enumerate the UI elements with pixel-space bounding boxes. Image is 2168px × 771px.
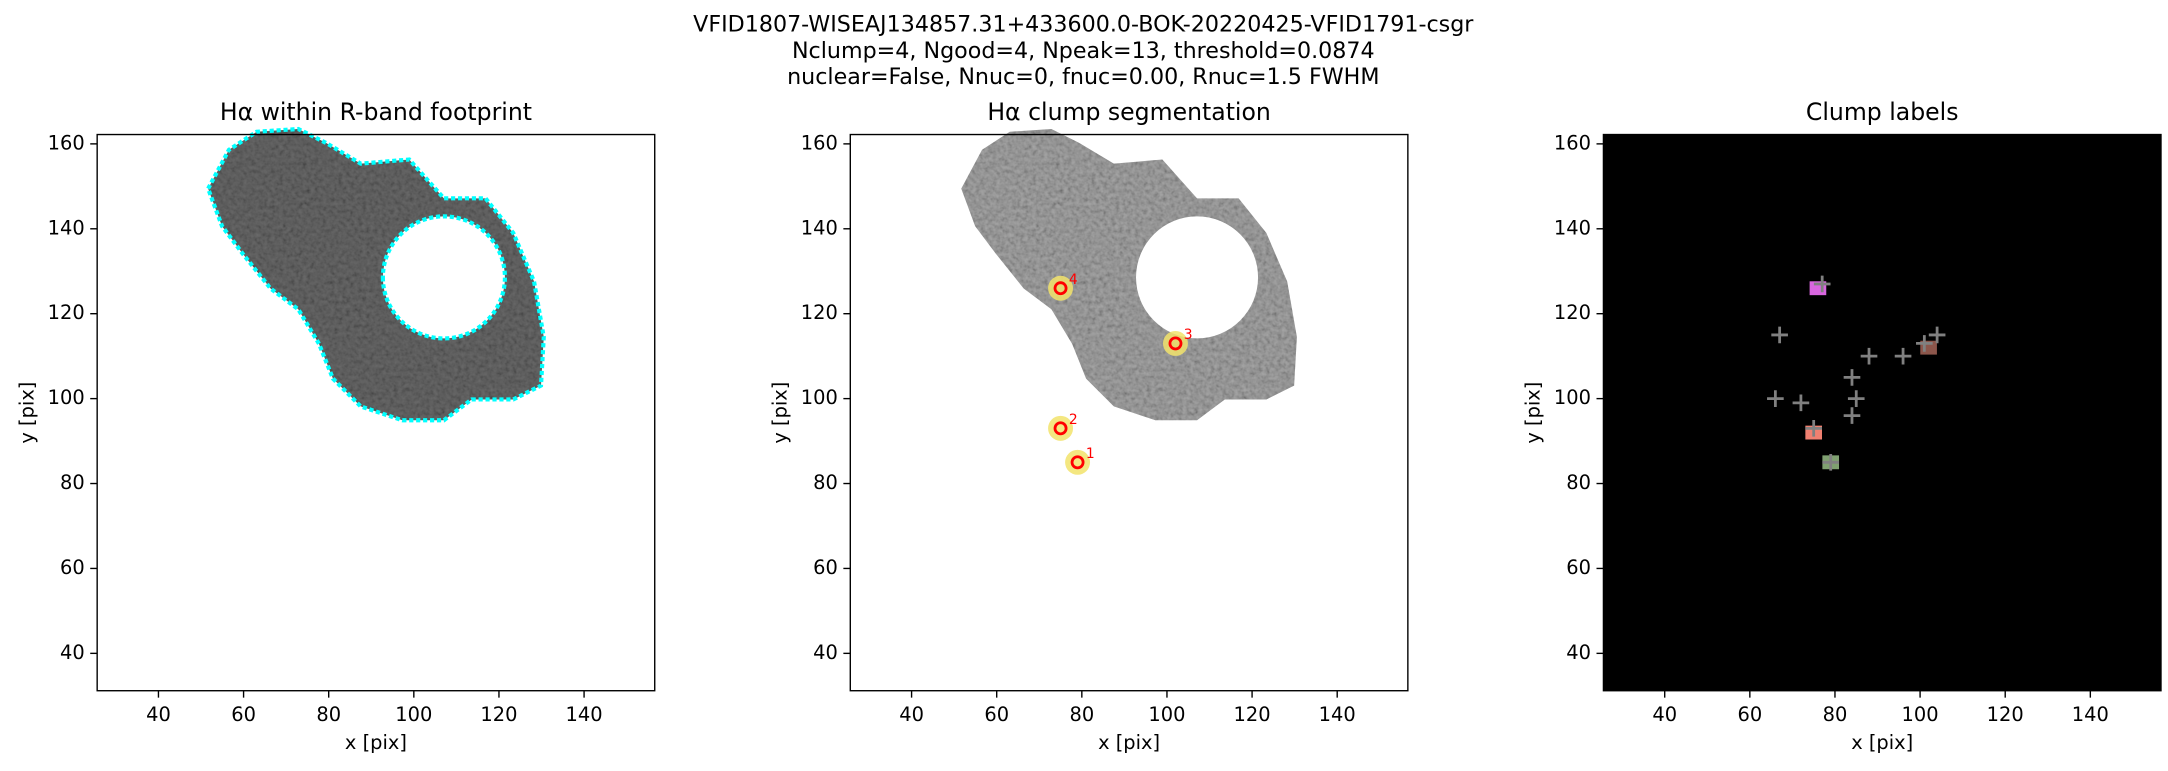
peak-marker [1916, 335, 1933, 352]
peak-marker [1813, 275, 1831, 293]
axes-frame [96, 133, 656, 692]
y-tick-label: 80 [1566, 471, 1591, 494]
peak-marker [1847, 390, 1865, 407]
y-tick-label: 80 [60, 471, 85, 494]
panel-title: Hα within R-band footprint [220, 98, 532, 126]
clump-halo [1048, 275, 1074, 301]
clump-label: 1 [1086, 446, 1095, 462]
x-axis-label: x [pix] [1098, 731, 1160, 754]
peak-marker [1860, 347, 1878, 365]
y-axis-label: y [pix] [15, 382, 38, 444]
panel: Clump labels x [pix] y [pix] 40 60 80 100 120 14… [1522, 98, 2162, 754]
x-tick-label: 140 [566, 703, 603, 726]
clump-marker [1053, 421, 1068, 436]
y-tick-label: 60 [60, 556, 85, 579]
peak-marker [1805, 420, 1822, 437]
x-tick-label: 40 [899, 703, 924, 726]
y-tick-label: 160 [48, 131, 85, 154]
y-tick-label: 120 [801, 301, 838, 324]
y-tick-label: 40 [1566, 641, 1591, 664]
clump-label: 2 [1069, 412, 1078, 428]
panel-title: Hα clump segmentation [987, 98, 1271, 126]
y-tick-label: 100 [801, 386, 838, 409]
y-tick-label: 140 [801, 216, 838, 239]
x-axis-label: x [pix] [1851, 731, 1913, 754]
x-tick-label: 140 [2072, 703, 2109, 726]
y-axis-label: y [pix] [768, 382, 791, 444]
peak-marker [1894, 347, 1912, 365]
peak-marker [1843, 369, 1861, 386]
x-tick-label: 80 [1823, 703, 1848, 726]
y-tick-label: 160 [1554, 131, 1591, 154]
y-tick-label: 100 [1554, 386, 1591, 409]
x-axis-label: x [pix] [345, 731, 407, 754]
y-tick-label: 140 [48, 216, 85, 239]
x-tick-label: 140 [1319, 703, 1356, 726]
x-tick-label: 40 [1652, 703, 1677, 726]
y-tick-label: 120 [1554, 301, 1591, 324]
peak-marker [1792, 394, 1810, 412]
panel-title: Clump labels [1806, 98, 1959, 126]
y-tick-label: 140 [1554, 216, 1591, 239]
x-tick-label: 100 [1902, 703, 1939, 726]
y-tick-label: 60 [1566, 556, 1591, 579]
axes-background [1603, 134, 2161, 691]
x-tick-label: 60 [231, 703, 256, 726]
x-tick-label: 40 [146, 703, 171, 726]
axes-frame [1602, 133, 2162, 692]
clump-marker [1053, 281, 1068, 296]
peak-marker [1843, 407, 1861, 424]
figure-subtitle: Nclump=4, Ngood=4, Npeak=13, threshold=0… [792, 38, 1375, 64]
panel: Hα clump segmentation x [pix] y [pix] 40 60 8… [768, 98, 1409, 754]
y-tick-label: 60 [813, 556, 838, 579]
x-tick-label: 100 [395, 703, 432, 726]
y-tick-label: 40 [60, 641, 85, 664]
x-tick-label: 60 [984, 703, 1009, 726]
figure-subtitle: nuclear=False, Nnuc=0, fnuc=0.00, Rnuc=1… [787, 64, 1379, 90]
clump-label: 4 [1069, 272, 1078, 288]
x-tick-label: 120 [1987, 703, 2024, 726]
panel: Hα within R-band footprint x [pix] y [pix]… [15, 98, 656, 754]
x-tick-label: 80 [316, 703, 341, 726]
clump-marker [1070, 455, 1085, 470]
x-tick-label: 80 [1069, 703, 1094, 726]
y-axis-label: y [pix] [1522, 382, 1545, 444]
peak-marker [1928, 326, 1946, 344]
y-tick-label: 80 [813, 471, 838, 494]
clump-halo [1048, 415, 1074, 441]
clump-halo [1065, 449, 1091, 475]
y-tick-label: 160 [801, 131, 838, 154]
x-tick-label: 100 [1148, 703, 1185, 726]
y-tick-label: 40 [813, 641, 838, 664]
peak-marker [1822, 453, 1840, 471]
x-tick-label: 60 [1737, 703, 1762, 726]
y-tick-label: 120 [48, 301, 85, 324]
figure-title: VFID1807-WISEAJ134857.31+433600.0-BOK-20… [693, 11, 1474, 37]
clump-label: 3 [1184, 327, 1193, 343]
clump-halo [1162, 330, 1188, 356]
x-tick-label: 120 [480, 703, 517, 726]
peak-marker [1767, 390, 1784, 407]
axes-frame [849, 133, 1409, 692]
y-tick-label: 100 [48, 386, 85, 409]
x-tick-label: 120 [1234, 703, 1271, 726]
peak-marker [1771, 326, 1788, 344]
clump-marker [1168, 336, 1183, 351]
